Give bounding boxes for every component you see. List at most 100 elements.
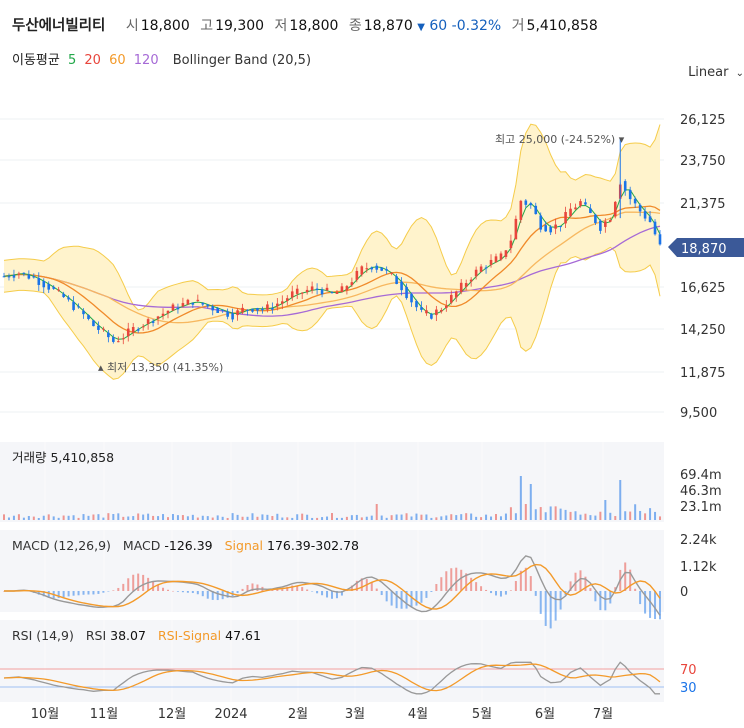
candle-body <box>350 282 354 286</box>
ma-period-60[interactable]: 60 <box>109 53 126 68</box>
high-label: 고 <box>200 18 214 34</box>
volume-bar <box>639 510 642 520</box>
candle-body <box>519 200 523 220</box>
candle-body <box>47 283 51 290</box>
macd-hist-bar <box>271 589 274 591</box>
macd-hist-bar <box>162 587 165 591</box>
macd-hist-bar <box>430 591 433 592</box>
candle-body <box>166 310 170 314</box>
volume-bar <box>331 513 333 520</box>
volume-bar <box>509 507 512 520</box>
candle-body <box>176 308 180 310</box>
macd-hist-bar <box>112 590 115 591</box>
macd-hist-bar <box>385 591 388 602</box>
candle-body <box>261 308 264 311</box>
ma-period-120[interactable]: 120 <box>133 53 159 68</box>
macd-hist-bar <box>594 591 597 602</box>
volume-bar <box>162 514 165 520</box>
volume-bar <box>147 513 150 520</box>
volume-value: 5,410,858 <box>526 18 598 34</box>
candle-body <box>623 181 627 191</box>
volume-bar <box>549 506 552 520</box>
current-price-tag: 18,870 <box>668 238 744 257</box>
candle-body <box>400 281 403 291</box>
candle-body <box>27 274 31 279</box>
volume-bar <box>420 514 423 520</box>
candle-body <box>628 189 632 200</box>
price-tick-label: 16,625 <box>680 281 726 296</box>
macd-hist-bar <box>251 583 254 591</box>
volume-bar <box>122 516 125 520</box>
volume-bar <box>132 516 135 520</box>
candle-body <box>12 275 16 278</box>
volume-bar <box>7 517 10 520</box>
candle-body <box>638 204 642 212</box>
candle-body <box>67 297 70 300</box>
macd-hist-bar <box>42 591 45 597</box>
macd-hist-bar <box>335 591 338 599</box>
candle-body <box>454 291 458 298</box>
volume-bar <box>176 515 179 520</box>
macd-hist-bar <box>410 591 413 608</box>
volume-bar <box>246 516 249 520</box>
macd-hist-bar <box>281 588 284 591</box>
macd-hist-bar <box>355 580 358 591</box>
macd-hist-bar <box>544 591 547 626</box>
candle-body <box>37 278 41 285</box>
macd-hist-bar <box>499 591 502 597</box>
ma-legend: 이동평균 5 20 60 120 Bollinger Band (20,5) <box>12 49 315 68</box>
chevron-down-icon[interactable]: ⌄ <box>735 68 744 79</box>
time-tick-label: 2024 <box>214 707 247 722</box>
rsi-signal-name: RSI-Signal <box>157 628 222 643</box>
price-axis: 26,125 23,750 21,375 16,625 14,250 11,875 9,50… <box>680 113 726 421</box>
volume-bar <box>385 517 388 520</box>
volume-bar <box>649 508 652 520</box>
macd-hist-bar <box>554 591 557 621</box>
volume-bar <box>82 514 85 520</box>
candle-body <box>365 268 369 270</box>
scale-selector[interactable]: Linear ⌄ <box>688 65 744 80</box>
candle-body <box>449 294 453 303</box>
candle-body <box>97 325 100 330</box>
bollinger-label[interactable]: Bollinger Band (20,5) <box>172 53 312 68</box>
macd-hist-bar <box>480 586 483 591</box>
macd-hist-bar <box>440 577 443 591</box>
volume-bar <box>256 516 259 520</box>
candle-body <box>295 288 299 294</box>
macd-hist-bar <box>534 591 537 596</box>
volume-bar <box>445 515 448 520</box>
macd-hist-bar <box>102 591 105 593</box>
time-tick-label: 5월 <box>472 707 492 722</box>
candle-body <box>658 234 662 245</box>
macd-hist-bar <box>644 591 647 614</box>
candle-body <box>594 214 597 224</box>
macd-value: -126.39 <box>164 538 213 553</box>
scale-label[interactable]: Linear <box>688 65 729 80</box>
candle-body <box>469 279 473 282</box>
macd-hist-bar <box>529 576 532 591</box>
volume-bar <box>231 513 234 520</box>
macd-hist-bar <box>435 584 438 591</box>
macd-hist-bar <box>614 587 617 591</box>
volume-bar <box>12 515 15 520</box>
macd-hist-bar <box>296 585 299 591</box>
candle-body <box>370 267 374 270</box>
volume-bar <box>574 511 577 520</box>
volume-bar <box>629 511 632 520</box>
candle-body <box>186 299 190 305</box>
ma-period-20[interactable]: 20 <box>84 53 101 68</box>
current-price-label: 18,870 <box>681 242 727 257</box>
volume-bar <box>504 513 507 520</box>
macd-hist-bar <box>311 591 314 592</box>
candle-body <box>415 300 418 308</box>
volume-bar <box>181 515 184 520</box>
ma-period-5[interactable]: 5 <box>67 53 77 68</box>
macd-hist-bar <box>405 591 408 609</box>
candle-body <box>216 308 219 313</box>
candle-body <box>206 304 210 307</box>
macd-hist-bar <box>519 570 522 591</box>
volume-bar <box>360 517 363 520</box>
price-tick-label: 9,500 <box>680 406 717 421</box>
candle-body <box>126 328 130 337</box>
